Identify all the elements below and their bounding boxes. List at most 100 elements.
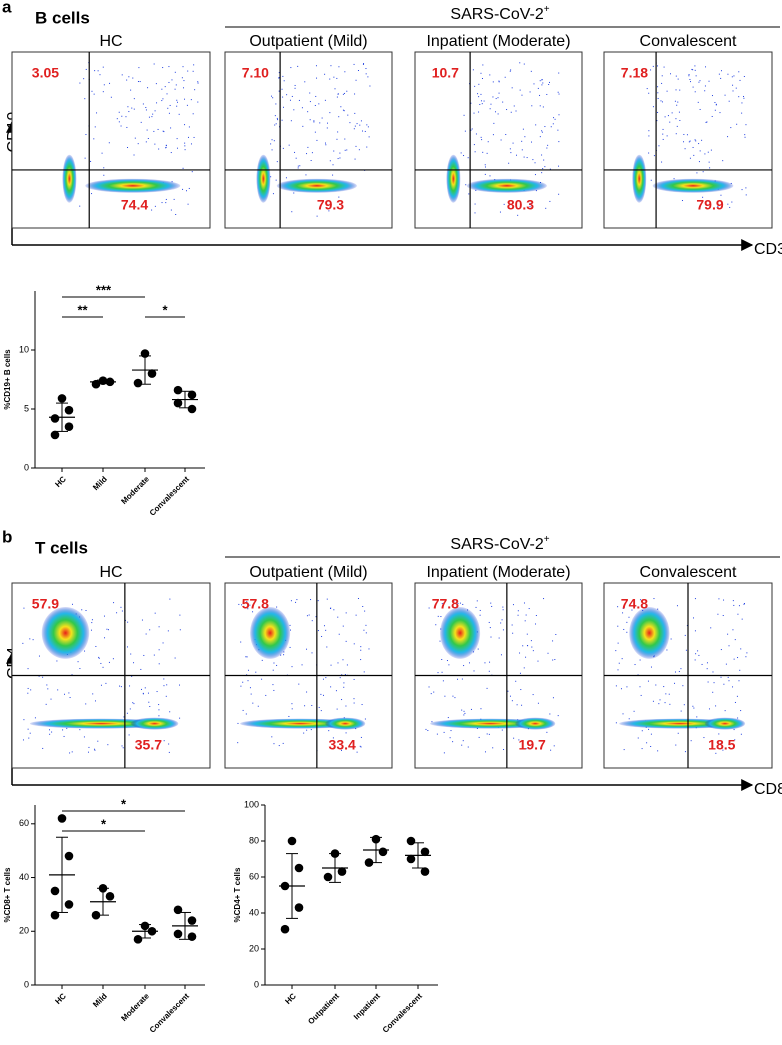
y-tick-label: 10 — [19, 344, 29, 354]
data-point — [323, 872, 333, 882]
data-point — [173, 929, 183, 939]
event-dot — [733, 729, 735, 731]
event-dot — [133, 662, 135, 664]
event-dot — [323, 625, 325, 627]
event-dot — [85, 68, 87, 70]
event-dot — [552, 697, 554, 699]
event-dot — [338, 633, 340, 635]
event-dot — [480, 93, 482, 95]
quadrant-pct: 57.9 — [32, 596, 59, 612]
event-dot — [286, 94, 288, 96]
event-dot — [519, 652, 521, 654]
event-dot — [479, 614, 481, 616]
event-dot — [527, 645, 529, 647]
event-dot — [85, 134, 87, 136]
event-dot — [473, 670, 475, 672]
event-dot — [275, 123, 277, 125]
event-dot — [692, 69, 694, 71]
event-dot — [535, 124, 537, 126]
event-dot — [710, 627, 712, 629]
event-dot — [743, 602, 745, 604]
event-dot — [508, 162, 510, 164]
event-dot — [363, 63, 365, 65]
event-dot — [354, 158, 356, 160]
event-dot — [158, 715, 160, 717]
y-axis-label: %CD4+ T cells — [233, 867, 242, 922]
event-dot — [163, 740, 165, 742]
event-dot — [336, 708, 338, 710]
event-dot — [153, 130, 155, 132]
event-dot — [276, 606, 278, 608]
event-dot — [353, 63, 355, 65]
event-dot — [675, 133, 677, 135]
event-dot — [541, 84, 543, 86]
event-dot — [338, 116, 340, 118]
event-dot — [314, 131, 316, 133]
density-blob — [85, 178, 181, 193]
event-dot — [558, 165, 560, 167]
event-dot — [132, 77, 134, 79]
quadrant-pct: 79.3 — [317, 197, 344, 213]
event-dot — [340, 106, 342, 108]
event-dot — [346, 90, 348, 92]
event-dot — [648, 152, 650, 154]
event-dot — [96, 112, 98, 114]
event-dot — [84, 98, 86, 100]
event-dot — [731, 76, 733, 78]
event-dot — [535, 190, 537, 192]
event-dot — [329, 112, 331, 114]
event-dot — [684, 634, 686, 636]
data-point — [406, 836, 416, 846]
event-dot — [297, 167, 299, 169]
event-dot — [529, 206, 531, 208]
plot-title: Outpatient (Mild) — [249, 564, 367, 581]
event-dot — [475, 189, 477, 191]
event-dot — [129, 708, 131, 710]
density-blob — [41, 607, 90, 659]
event-dot — [187, 203, 189, 205]
event-dot — [104, 637, 106, 639]
event-dot — [684, 148, 686, 150]
event-dot — [91, 193, 93, 195]
event-dot — [162, 642, 164, 644]
event-dot — [310, 729, 312, 731]
data-point — [50, 414, 60, 423]
event-dot — [740, 710, 742, 712]
event-dot — [553, 745, 555, 747]
event-dot — [47, 688, 49, 690]
event-dot — [725, 663, 727, 665]
event-dot — [682, 685, 684, 687]
event-dot — [109, 82, 111, 84]
event-dot — [129, 685, 131, 687]
event-dot — [694, 139, 696, 141]
event-dot — [489, 108, 491, 110]
event-dot — [29, 732, 31, 734]
event-dot — [504, 76, 506, 78]
event-dot — [311, 152, 313, 154]
event-dot — [242, 709, 244, 711]
event-dot — [165, 198, 167, 200]
data-point — [173, 905, 183, 915]
event-dot — [298, 99, 300, 101]
event-dot — [502, 101, 504, 103]
event-dot — [164, 86, 166, 88]
event-dot — [240, 685, 242, 687]
data-point — [147, 369, 157, 378]
event-dot — [175, 214, 177, 216]
event-dot — [289, 646, 291, 648]
quadrant-pct: 10.7 — [432, 65, 459, 81]
event-dot — [363, 629, 365, 631]
y-tick-label: 60 — [19, 818, 29, 828]
event-dot — [98, 656, 100, 658]
data-point — [294, 863, 304, 873]
quadrant-pct: 77.8 — [432, 596, 459, 612]
event-dot — [683, 704, 685, 706]
event-dot — [521, 94, 523, 96]
event-dot — [69, 752, 71, 754]
event-dot — [79, 668, 81, 670]
event-dot — [123, 716, 125, 718]
event-dot — [688, 141, 690, 143]
event-dot — [622, 713, 624, 715]
y-tick-label: 5 — [24, 403, 29, 413]
event-dot — [337, 662, 339, 664]
